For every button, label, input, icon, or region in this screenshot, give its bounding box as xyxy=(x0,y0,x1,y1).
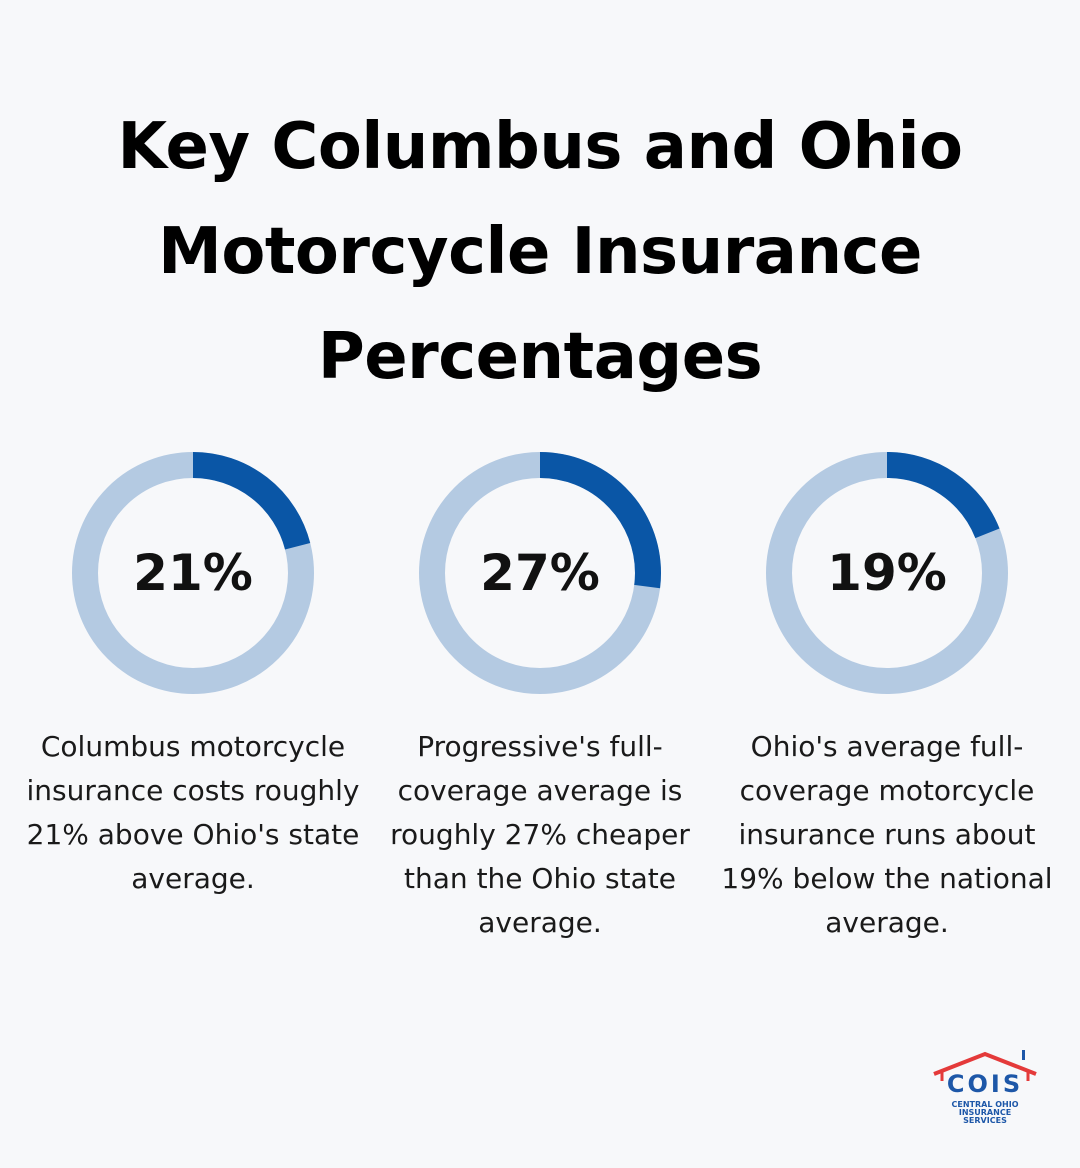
logo-tagline-line2: INSURANCE xyxy=(958,1108,1012,1117)
donut-value-label: 19% xyxy=(827,544,947,602)
stat-description: Ohio's average full-coverage motorcycle … xyxy=(721,730,1053,939)
stat-description: Progressive's full-coverage average is r… xyxy=(390,730,690,939)
house-roof-icon xyxy=(933,1050,1037,1081)
donut-arc xyxy=(72,452,314,694)
donut-arc xyxy=(419,452,661,694)
stat-group: 21% Columbus motorcycle insurance costs … xyxy=(0,448,1080,948)
donut-chart: 21% xyxy=(68,448,318,698)
donut-chart-svg xyxy=(766,452,1008,694)
logo-tagline-line3: SERVICES xyxy=(963,1116,1007,1125)
donut-chart-svg xyxy=(72,452,314,694)
donut-value-label: 27% xyxy=(480,544,600,602)
logo-tagline-line1: CENTRAL OHIO xyxy=(951,1100,1019,1109)
logo-wordmark: COIS xyxy=(946,1070,1024,1098)
cois-logo: COIS CENTRAL OHIO INSURANCE SERVICES xyxy=(928,1048,1042,1128)
donut-arc xyxy=(766,452,1008,694)
stat-description: Columbus motorcycle insurance costs roug… xyxy=(26,730,360,895)
stat-card: 27% Progressive's full-coverage average … xyxy=(367,448,713,948)
donut-chart: 19% xyxy=(762,448,1012,698)
stat-card: 19% Ohio's average full-coverage motorcy… xyxy=(714,448,1060,948)
donut-chart: 27% xyxy=(415,448,665,698)
donut-chart-svg xyxy=(419,452,661,694)
stat-card: 21% Columbus motorcycle insurance costs … xyxy=(20,448,366,948)
donut-value-label: 21% xyxy=(133,544,253,602)
page-title: Key Columbus and Ohio Motorcycle Insuran… xyxy=(117,110,963,394)
